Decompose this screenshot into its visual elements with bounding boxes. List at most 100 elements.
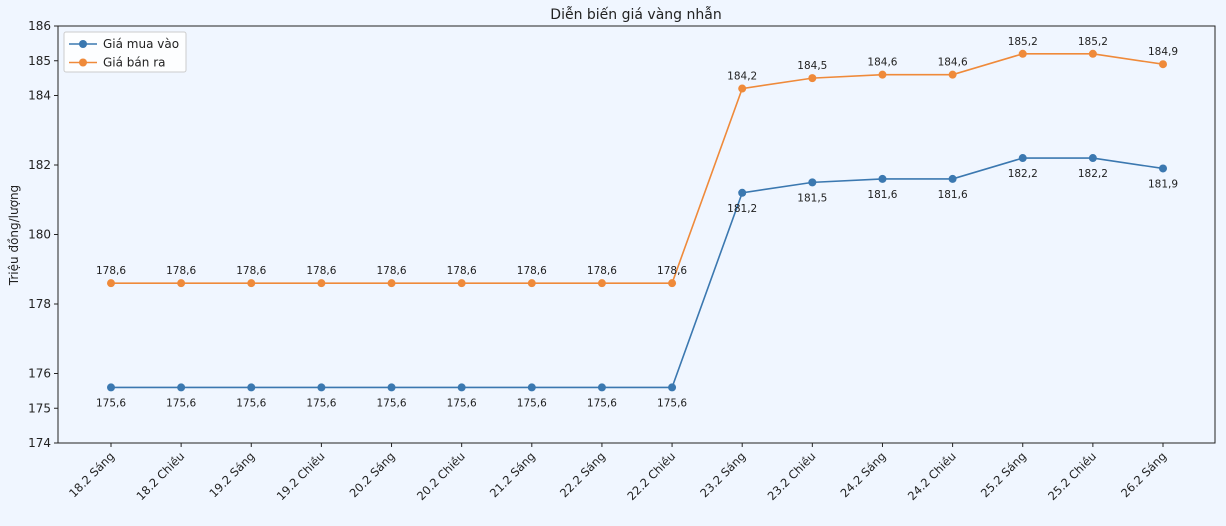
- y-tick-label: 176: [28, 367, 51, 381]
- x-tick-label: 19.2 Chiều: [274, 449, 328, 503]
- data-point: [597, 383, 606, 392]
- data-label: 178,6: [96, 265, 126, 277]
- data-label: 181,5: [797, 192, 827, 204]
- data-point: [387, 383, 396, 392]
- data-label: 184,2: [727, 71, 757, 83]
- data-label: 175,6: [517, 397, 547, 409]
- data-point: [1159, 164, 1167, 173]
- legend-label: Giá bán ra: [103, 56, 165, 70]
- data-label: 184,6: [867, 57, 897, 69]
- data-point: [247, 383, 256, 392]
- x-tick-label: 25.2 Sáng: [978, 449, 1029, 500]
- data-point: [597, 279, 606, 288]
- data-point: [948, 174, 957, 183]
- y-tick-label: 174: [28, 436, 51, 450]
- data-point: [1018, 154, 1027, 163]
- data-label: 178,6: [377, 265, 407, 277]
- data-point: [457, 279, 466, 288]
- data-label: 182,2: [1008, 168, 1038, 180]
- data-label: 178,6: [306, 265, 336, 277]
- x-tick-label: 24.2 Chiều: [905, 449, 959, 503]
- legend-marker: [79, 40, 87, 48]
- data-label: 175,6: [377, 397, 407, 409]
- data-point: [878, 174, 887, 183]
- data-point: [948, 70, 957, 79]
- data-point: [1159, 60, 1167, 69]
- x-tick-label: 23.2 Chiều: [765, 449, 819, 503]
- data-point: [317, 279, 326, 288]
- y-tick-label: 175: [28, 401, 51, 415]
- data-label: 185,2: [1078, 36, 1108, 48]
- data-label: 178,6: [447, 265, 477, 277]
- x-tick-label: 22.2 Chiều: [624, 449, 678, 503]
- y-tick-label: 182: [28, 158, 51, 172]
- data-label: 175,6: [587, 397, 617, 409]
- data-point: [1088, 49, 1097, 58]
- data-point: [738, 84, 747, 93]
- data-point: [878, 70, 887, 79]
- legend-marker: [79, 58, 87, 67]
- data-label: 175,6: [96, 397, 126, 409]
- data-label: 178,6: [166, 265, 196, 277]
- data-point: [247, 279, 256, 288]
- x-tick-label: 22.2 Sáng: [557, 449, 608, 500]
- data-point: [527, 383, 536, 392]
- y-tick-label: 180: [28, 228, 51, 242]
- data-point: [808, 74, 817, 83]
- data-label: 175,6: [166, 397, 196, 409]
- data-label: 181,6: [938, 189, 968, 201]
- x-tick-label: 18.2 Sáng: [66, 449, 117, 500]
- x-tick-label: 20.2 Chiều: [414, 449, 468, 503]
- data-point: [668, 279, 677, 288]
- data-point: [107, 383, 115, 392]
- data-label: 182,2: [1078, 168, 1108, 180]
- data-label: 181,2: [727, 203, 757, 215]
- data-point: [177, 383, 186, 392]
- x-tick-label: 20.2 Sáng: [347, 449, 398, 500]
- data-point: [1088, 154, 1097, 163]
- x-tick-label: 21.2 Sáng: [487, 449, 538, 500]
- data-label: 178,6: [587, 265, 617, 277]
- data-label: 185,2: [1008, 36, 1038, 48]
- x-tick-label: 23.2 Sáng: [697, 449, 748, 500]
- x-tick-label: 26.2 Sáng: [1118, 449, 1169, 500]
- data-label: 181,6: [867, 189, 897, 201]
- data-point: [738, 188, 747, 197]
- series-line: [111, 157, 1164, 389]
- data-point: [1018, 49, 1027, 58]
- data-point: [317, 383, 326, 392]
- series-line: [111, 52, 1164, 284]
- data-point: [457, 383, 466, 392]
- x-tick-label: 19.2 Sáng: [206, 449, 257, 500]
- x-tick-label: 25.2 Chiều: [1045, 449, 1099, 503]
- data-point: [387, 279, 396, 288]
- data-label: 178,6: [657, 265, 687, 277]
- data-label: 184,5: [797, 60, 827, 72]
- y-axis-label: Triệu đồng/lượng: [7, 185, 21, 286]
- y-tick-label: 186: [28, 19, 51, 33]
- data-point: [177, 279, 186, 288]
- x-tick-label: 24.2 Sáng: [838, 449, 889, 500]
- x-tick-label: 18.2 Chiều: [133, 449, 187, 503]
- plot-area: [57, 25, 1216, 444]
- chart-title: Diễn biến giá vàng nhẫn: [550, 6, 721, 23]
- y-tick-label: 184: [28, 89, 51, 103]
- data-label: 175,6: [306, 397, 336, 409]
- data-point: [107, 279, 115, 288]
- data-point: [808, 178, 817, 187]
- data-label: 175,6: [447, 397, 477, 409]
- legend-label: Giá mua vào: [103, 37, 179, 51]
- data-point: [527, 279, 536, 288]
- data-label: 175,6: [657, 397, 687, 409]
- legend: Giá mua vào Giá bán ra: [63, 31, 187, 73]
- data-label: 178,6: [517, 265, 547, 277]
- data-point: [668, 383, 677, 392]
- y-tick-label: 185: [28, 54, 51, 68]
- y-tick-label: 178: [28, 297, 51, 311]
- data-label: 181,9: [1148, 178, 1178, 190]
- data-label: 175,6: [236, 397, 266, 409]
- data-label: 184,9: [1148, 46, 1178, 58]
- data-label: 184,6: [938, 57, 968, 69]
- data-label: 178,6: [236, 265, 266, 277]
